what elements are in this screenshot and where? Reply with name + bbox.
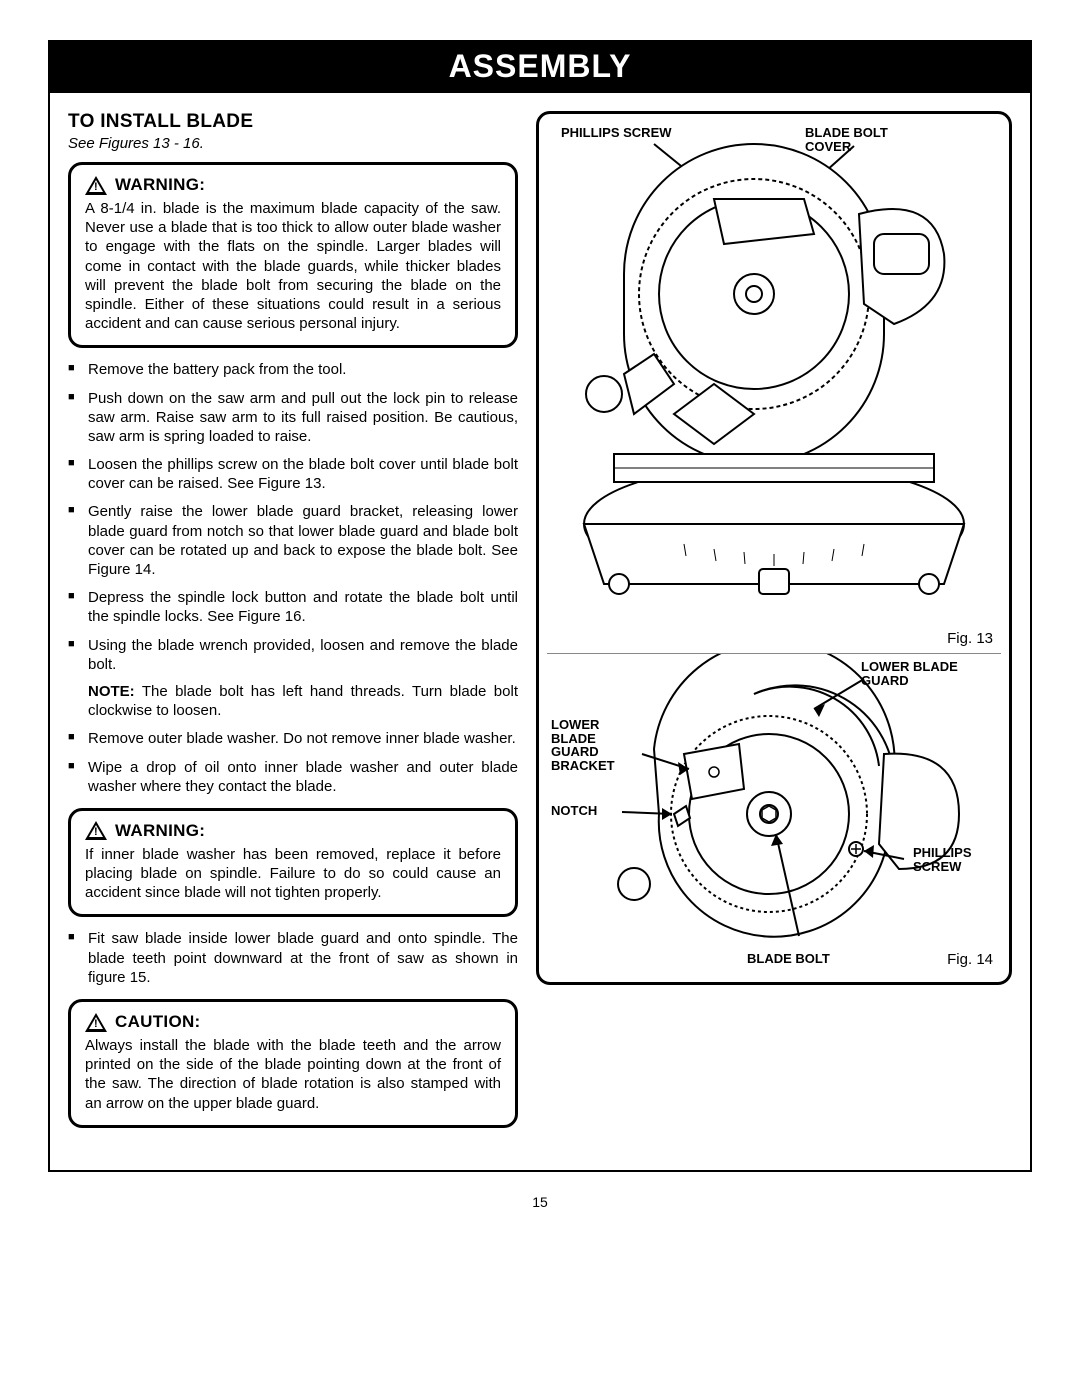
caution-body: Always install the blade with the blade … bbox=[85, 1036, 501, 1113]
label-lower-blade-guard-bracket: LOWER BLADE GUARD BRACKET bbox=[551, 718, 629, 773]
miter-saw-diagram-14 bbox=[564, 654, 984, 954]
miter-saw-diagram-13 bbox=[564, 124, 984, 624]
warning-label-2: WARNING: bbox=[115, 821, 205, 841]
note-rest: The blade bolt has left hand threads. Tu… bbox=[88, 683, 518, 719]
label-blade-bolt: BLADE BOLT bbox=[747, 952, 830, 966]
list-item: Gently raise the lower blade guard brack… bbox=[68, 502, 518, 579]
list-item: Fit saw blade inside lower blade guard a… bbox=[68, 929, 518, 987]
list-item: Using the blade wrench provided, loosen … bbox=[68, 636, 518, 674]
section-title: To Install Blade bbox=[68, 111, 518, 133]
fig13-caption: Fig. 13 bbox=[947, 630, 993, 647]
warning-head-1: ! WARNING: bbox=[85, 175, 501, 195]
label-lower-blade-guard: LOWER BLADE GUARD bbox=[861, 660, 971, 687]
caution-icon: ! bbox=[85, 1013, 107, 1032]
page-border: ASSEMBLY To Install Blade See Figures 13… bbox=[48, 40, 1032, 1172]
label-blade-bolt-cover: BLADE BOLT COVER bbox=[805, 126, 915, 153]
list-item: Remove the battery pack from the tool. bbox=[68, 360, 518, 379]
assembly-header: ASSEMBLY bbox=[50, 42, 1030, 93]
warning-icon: ! bbox=[85, 176, 107, 195]
label-phillips-screw: PHILLIPS SCREW bbox=[561, 126, 672, 140]
content-area: To Install Blade See Figures 13 - 16. ! … bbox=[50, 93, 1030, 1170]
list-item: Push down on the saw arm and pull out th… bbox=[68, 389, 518, 447]
left-column: To Install Blade See Figures 13 - 16. ! … bbox=[68, 111, 518, 1140]
steps-list-2: Remove outer blade washer. Do not remove… bbox=[68, 729, 518, 796]
warning-box-1: ! WARNING: A 8-1/4 in. blade is the maxi… bbox=[68, 162, 518, 348]
warning-box-2: ! WARNING: If inner blade washer has bee… bbox=[68, 808, 518, 918]
figure-14: LOWER BLADE GUARD LOWER BLADE GUARD BRAC… bbox=[547, 654, 1001, 974]
caution-box: ! CAUTION: Always install the blade with… bbox=[68, 999, 518, 1128]
note-text: NOTE: The blade bolt has left hand threa… bbox=[68, 682, 518, 720]
label-phillips-screw-14: PHILLIPS SCREW bbox=[913, 846, 983, 873]
steps-list-1: Remove the battery pack from the tool. P… bbox=[68, 360, 518, 674]
list-item: Wipe a drop of oil onto inner blade wash… bbox=[68, 758, 518, 796]
caution-label: CAUTION: bbox=[115, 1012, 201, 1032]
caution-head: ! CAUTION: bbox=[85, 1012, 501, 1032]
steps-list-3: Fit saw blade inside lower blade guard a… bbox=[68, 929, 518, 987]
list-item: Depress the spindle lock button and rota… bbox=[68, 588, 518, 626]
list-item: Loosen the phillips screw on the blade b… bbox=[68, 455, 518, 493]
figures-container: PHILLIPS SCREW BLADE BOLT COVER bbox=[536, 111, 1012, 985]
page-number: 15 bbox=[48, 1194, 1032, 1210]
warning-label-1: WARNING: bbox=[115, 175, 205, 195]
note-prefix: NOTE: bbox=[88, 683, 135, 700]
warning-icon: ! bbox=[85, 821, 107, 840]
warning-head-2: ! WARNING: bbox=[85, 821, 501, 841]
label-notch: NOTCH bbox=[551, 804, 597, 818]
fig14-caption: Fig. 14 bbox=[947, 951, 993, 968]
see-figures: See Figures 13 - 16. bbox=[68, 135, 518, 152]
right-column: PHILLIPS SCREW BLADE BOLT COVER bbox=[536, 111, 1012, 1140]
warning-body-2: If inner blade washer has been removed, … bbox=[85, 845, 501, 903]
warning-body-1: A 8-1/4 in. blade is the maximum blade c… bbox=[85, 199, 501, 333]
figure-13: PHILLIPS SCREW BLADE BOLT COVER bbox=[547, 124, 1001, 654]
list-item: Remove outer blade washer. Do not remove… bbox=[68, 729, 518, 748]
